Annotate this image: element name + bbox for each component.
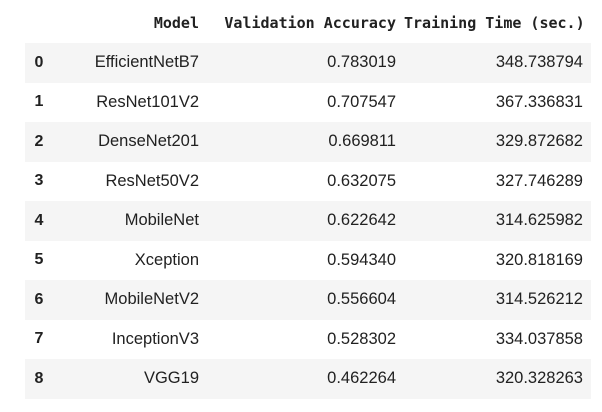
- model-cell: ResNet50V2: [105, 171, 199, 190]
- model-cell: EfficientNetB7: [94, 53, 199, 72]
- table-row: 8 VGG19 0.462264 320.328263: [25, 359, 591, 399]
- training-time-column-header: Training Time (sec.): [404, 14, 585, 32]
- training-time-cell: 314.625982: [495, 211, 583, 230]
- accuracy-cell: 0.632075: [327, 171, 396, 190]
- results-table: Model Validation Accuracy Training Time …: [25, 3, 591, 399]
- accuracy-cell: 0.594340: [327, 250, 396, 269]
- index-column-header: [25, 3, 53, 43]
- row-index: 0: [34, 53, 44, 71]
- table-row: 0 EfficientNetB7 0.783019 348.738794: [25, 43, 591, 83]
- training-time-cell: 348.738794: [495, 53, 583, 72]
- model-cell: DenseNet201: [98, 132, 199, 151]
- row-index: 5: [34, 251, 44, 269]
- row-index: 7: [34, 330, 44, 348]
- accuracy-cell: 0.669811: [328, 132, 396, 151]
- row-index: 4: [34, 211, 44, 229]
- table-row: 5 Xception 0.594340 320.818169: [25, 240, 591, 280]
- accuracy-cell: 0.528302: [327, 329, 396, 348]
- row-index: 6: [34, 290, 44, 308]
- table-header: Model Validation Accuracy Training Time …: [25, 3, 591, 43]
- model-cell: Xception: [134, 250, 199, 269]
- model-cell: InceptionV3: [111, 329, 199, 348]
- table-body: 0 EfficientNetB7 0.783019 348.738794 1 R…: [25, 43, 591, 399]
- accuracy-cell: 0.622642: [327, 211, 396, 230]
- table-row: 4 MobileNet 0.622642 314.625982: [25, 201, 591, 241]
- table-row: 1 ResNet101V2 0.707547 367.336831: [25, 82, 591, 122]
- training-time-cell: 329.872682: [495, 132, 583, 151]
- row-index: 3: [34, 172, 44, 190]
- accuracy-cell: 0.707547: [327, 92, 396, 111]
- training-time-cell: 320.328263: [495, 369, 583, 388]
- table-row: 2 DenseNet201 0.669811 329.872682: [25, 122, 591, 162]
- table-row: 3 ResNet50V2 0.632075 327.746289: [25, 161, 591, 201]
- validation-accuracy-column-header: Validation Accuracy: [224, 14, 396, 32]
- row-index: 2: [34, 132, 44, 150]
- training-time-cell: 320.818169: [495, 250, 583, 269]
- training-time-cell: 314.526212: [495, 290, 583, 309]
- model-column-header: Model: [153, 14, 199, 32]
- table-row: 6 MobileNetV2 0.556604 314.526212: [25, 280, 591, 320]
- table-row: 7 InceptionV3 0.528302 334.037858: [25, 319, 591, 359]
- training-time-cell: 367.336831: [495, 92, 583, 111]
- row-index: 1: [34, 93, 44, 111]
- model-cell: MobileNetV2: [104, 290, 199, 309]
- header-row: Model Validation Accuracy Training Time …: [25, 3, 591, 43]
- model-cell: ResNet101V2: [96, 92, 199, 111]
- training-time-cell: 327.746289: [495, 171, 583, 190]
- accuracy-cell: 0.783019: [327, 53, 396, 72]
- model-cell: MobileNet: [124, 211, 199, 230]
- training-time-cell: 334.037858: [495, 329, 583, 348]
- accuracy-cell: 0.462264: [327, 369, 396, 388]
- row-index: 8: [34, 369, 44, 387]
- accuracy-cell: 0.556604: [327, 290, 396, 309]
- model-cell: VGG19: [143, 369, 199, 388]
